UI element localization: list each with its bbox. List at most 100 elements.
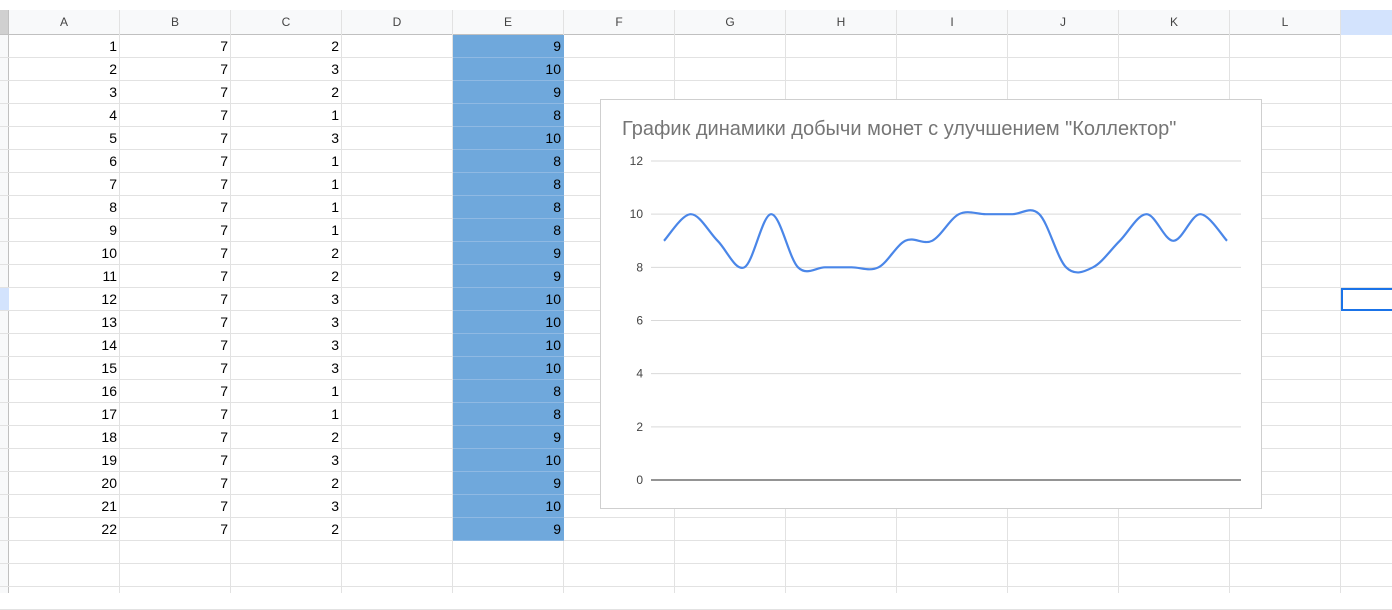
cell-b16[interactable]: 7 (220, 383, 228, 399)
data-point[interactable] (688, 211, 694, 217)
data-point[interactable] (741, 264, 747, 270)
cell-b7[interactable]: 7 (220, 176, 228, 192)
column-header-j[interactable]: J (1008, 10, 1119, 35)
cell-b20[interactable]: 7 (220, 475, 228, 491)
row-header[interactable] (0, 127, 9, 150)
cell-c19[interactable]: 3 (331, 452, 339, 468)
column-header-i[interactable]: I (897, 10, 1008, 35)
data-point[interactable] (1144, 211, 1150, 217)
row-header[interactable] (0, 587, 9, 610)
cell-b9[interactable]: 7 (220, 222, 228, 238)
cell-b21[interactable]: 7 (220, 498, 228, 514)
cell-e5[interactable]: 10 (453, 127, 564, 150)
cell-a19[interactable]: 19 (101, 452, 117, 468)
column-header-d[interactable]: D (342, 10, 453, 35)
row-header[interactable] (0, 196, 9, 219)
data-point[interactable] (875, 264, 881, 270)
cell-b4[interactable]: 7 (220, 107, 228, 123)
cell-a3[interactable]: 3 (109, 84, 117, 100)
cell-c21[interactable]: 3 (331, 498, 339, 514)
cell-e15[interactable]: 10 (453, 357, 564, 380)
cell-b1[interactable]: 7 (220, 38, 228, 54)
cell-c20[interactable]: 2 (331, 475, 339, 491)
row-header[interactable] (0, 334, 9, 357)
line-chart[interactable]: График динамики добычи монет с улучшение… (600, 99, 1262, 509)
cell-a16[interactable]: 16 (101, 383, 117, 399)
cell-b6[interactable]: 7 (220, 153, 228, 169)
select-all-corner[interactable] (0, 10, 9, 35)
cell-b17[interactable]: 7 (220, 406, 228, 422)
row-header[interactable] (0, 173, 9, 196)
cell-e4[interactable]: 8 (453, 104, 564, 127)
cell-a12[interactable]: 12 (101, 291, 117, 307)
row-header[interactable] (0, 357, 9, 380)
cell-e21[interactable]: 10 (453, 495, 564, 518)
data-point[interactable] (795, 264, 801, 270)
cell-e7[interactable]: 8 (453, 173, 564, 196)
row-header[interactable] (0, 58, 9, 81)
column-header-b[interactable]: B (120, 10, 231, 35)
row-header[interactable] (0, 81, 9, 104)
data-point[interactable] (902, 238, 908, 244)
cell-a18[interactable]: 18 (101, 429, 117, 445)
cell-c7[interactable]: 1 (331, 176, 339, 192)
row-header[interactable] (0, 449, 9, 472)
row-header[interactable] (0, 265, 9, 288)
data-point[interactable] (849, 264, 855, 270)
data-point[interactable] (1063, 264, 1069, 270)
cell-e6[interactable]: 8 (453, 150, 564, 173)
data-point[interactable] (956, 211, 962, 217)
cell-b2[interactable]: 7 (220, 61, 228, 77)
row-header[interactable] (0, 495, 9, 518)
column-header-c[interactable]: C (231, 10, 342, 35)
cell-b12[interactable]: 7 (220, 291, 228, 307)
cell-b11[interactable]: 7 (220, 268, 228, 284)
row-header[interactable] (0, 219, 9, 242)
cell-c11[interactable]: 2 (331, 268, 339, 284)
cell-e20[interactable]: 9 (453, 472, 564, 495)
cell-e3[interactable]: 9 (453, 81, 564, 104)
cell-a22[interactable]: 22 (101, 521, 117, 537)
cell-a2[interactable]: 2 (109, 61, 117, 77)
selected-cell[interactable] (1341, 288, 1392, 311)
cell-e2[interactable]: 10 (453, 58, 564, 81)
cell-b8[interactable]: 7 (220, 199, 228, 215)
cell-c4[interactable]: 1 (331, 107, 339, 123)
cell-a14[interactable]: 14 (101, 337, 117, 353)
cell-a7[interactable]: 7 (109, 176, 117, 192)
cell-a9[interactable]: 9 (109, 222, 117, 238)
cell-a10[interactable]: 10 (101, 245, 117, 261)
column-header-l[interactable]: L (1230, 10, 1341, 35)
cell-e18[interactable]: 9 (453, 426, 564, 449)
row-header[interactable] (0, 564, 9, 587)
cell-e12[interactable]: 10 (453, 288, 564, 311)
data-point[interactable] (1090, 264, 1096, 270)
cell-b22[interactable]: 7 (220, 521, 228, 537)
data-point[interactable] (822, 264, 828, 270)
column-header-h[interactable]: H (786, 10, 897, 35)
cell-a6[interactable]: 6 (109, 153, 117, 169)
cell-b13[interactable]: 7 (220, 314, 228, 330)
cell-b5[interactable]: 7 (220, 130, 228, 146)
row-header[interactable] (0, 288, 9, 311)
column-header-g[interactable]: G (675, 10, 786, 35)
cell-c2[interactable]: 3 (331, 61, 339, 77)
cell-e1[interactable]: 9 (453, 35, 564, 58)
cell-c22[interactable]: 2 (331, 521, 339, 537)
row-header[interactable] (0, 380, 9, 403)
cell-e14[interactable]: 10 (453, 334, 564, 357)
row-header[interactable] (0, 242, 9, 265)
cell-c12[interactable]: 3 (331, 291, 339, 307)
cell-b18[interactable]: 7 (220, 429, 228, 445)
data-point[interactable] (1170, 238, 1176, 244)
data-point[interactable] (1117, 238, 1123, 244)
cell-c5[interactable]: 3 (331, 130, 339, 146)
data-point[interactable] (661, 238, 667, 244)
data-point[interactable] (1197, 211, 1203, 217)
cell-a4[interactable]: 4 (109, 107, 117, 123)
row-header[interactable] (0, 403, 9, 426)
row-header[interactable] (0, 472, 9, 495)
row-header[interactable] (0, 150, 9, 173)
cell-a15[interactable]: 15 (101, 360, 117, 376)
cell-e13[interactable]: 10 (453, 311, 564, 334)
